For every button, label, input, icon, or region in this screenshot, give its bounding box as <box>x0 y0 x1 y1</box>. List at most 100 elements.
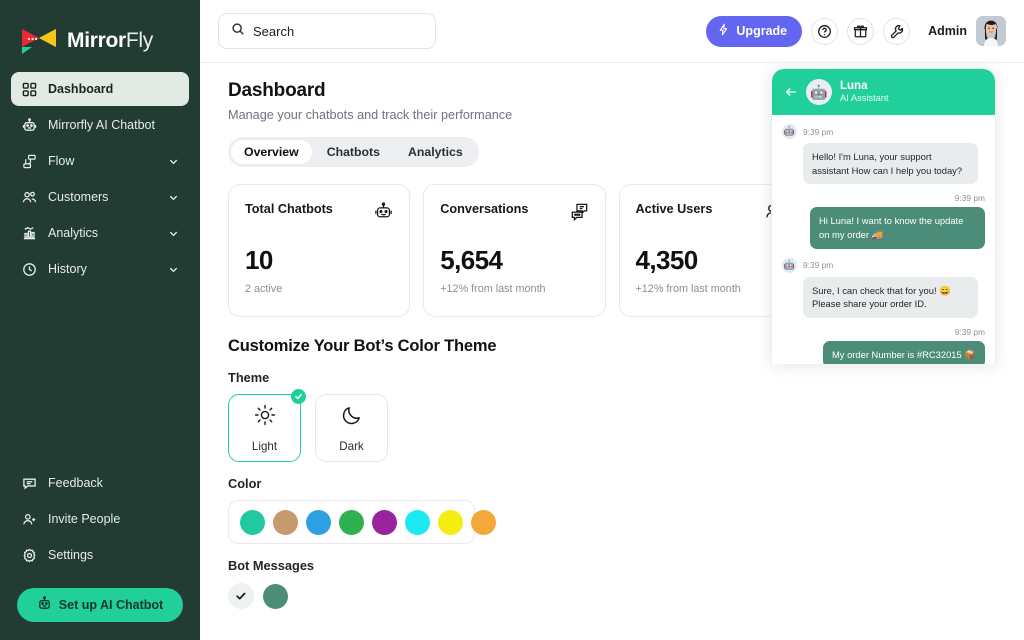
sidebar-item-settings[interactable]: Settings <box>11 538 189 572</box>
upgrade-button[interactable]: Upgrade <box>706 15 803 47</box>
theme-option-label: Dark <box>339 440 364 453</box>
stat-card-total-chatbots: Total Chatbots 10 2 active <box>228 184 411 317</box>
stat-card-active-users: Active Users 4,350 +12% from last month <box>618 184 801 317</box>
color-swatch-purple[interactable] <box>372 509 397 535</box>
tab-chatbots[interactable]: Chatbots <box>314 140 393 164</box>
color-swatch-cyan[interactable] <box>405 509 430 535</box>
stat-card-conversations: Conversations 5,654 +12% from last month <box>423 184 606 317</box>
color-swatch-yellow[interactable] <box>438 509 463 535</box>
brand-name-bold: Mirror <box>67 29 126 52</box>
admin-name: Admin <box>928 24 967 38</box>
sidebar-item-feedback[interactable]: Feedback <box>11 466 189 500</box>
sidebar-item-flow[interactable]: Flow <box>11 144 189 178</box>
color-swatch-orange[interactable] <box>471 509 496 535</box>
sidebar-item-mirrorfly-ai-chatbot[interactable]: Mirrorfly AI Chatbot <box>11 108 189 142</box>
brand-logo[interactable]: MirrorFly <box>0 0 200 62</box>
chat-preview-panel: 🤖 Luna AI Assistant 🤖 9:39 pm Hello! I'm… <box>771 68 996 364</box>
arrow-left-icon[interactable] <box>784 85 798 99</box>
color-swatch-list <box>228 500 496 544</box>
color-swatch-blue[interactable] <box>306 509 331 535</box>
chat-message-meta: 🤖 9:39 pm <box>782 124 985 139</box>
chat-message-meta: 🤖 9:39 pm <box>782 257 985 273</box>
wrench-icon[interactable] <box>883 17 911 45</box>
sidebar-nav: Dashboard Mirrorfly AI Chatbot <box>0 72 200 286</box>
sidebar-item-dashboard[interactable]: Dashboard <box>11 72 189 106</box>
main-area: Upgrade <box>200 0 1024 640</box>
sidebar-item-analytics[interactable]: Analytics <box>11 216 189 250</box>
sidebar-item-invite-people[interactable]: Invite People <box>11 502 189 536</box>
robot-icon <box>374 202 393 226</box>
stat-value: 4,350 <box>635 245 699 275</box>
chat-message-meta: 9:39 pm <box>782 193 985 203</box>
sidebar-item-label: Settings <box>48 548 94 562</box>
chat-message-bot: 🤖 9:39 pm Sure, I can check that for you… <box>782 257 985 318</box>
color-swatch-teal[interactable] <box>240 509 265 535</box>
page-content: Dashboard Manage your chatbots and track… <box>200 63 1024 640</box>
users-icon <box>21 189 37 205</box>
theme-option-dark[interactable]: Dark <box>315 394 388 462</box>
sidebar-item-label: Analytics <box>48 226 99 240</box>
stat-value: 10 <box>245 245 273 275</box>
page-title: Dashboard <box>228 80 326 101</box>
robot-avatar: 🤖 <box>806 79 832 105</box>
mirrorfly-butterfly-logo <box>20 27 58 55</box>
gift-icon[interactable] <box>847 17 875 45</box>
sidebar-item-label: Mirrorfly AI Chatbot <box>48 118 155 132</box>
help-icon[interactable] <box>811 17 839 45</box>
avatar[interactable] <box>976 16 1006 46</box>
chat-header-text: Luna AI Assistant <box>840 79 889 105</box>
bot-message-color-swatch[interactable] <box>263 583 288 609</box>
chat-bubble-row: My order Number is #RC32015 📦 <box>782 340 985 364</box>
gear-icon <box>21 547 37 563</box>
chat-bubble-text: Hi Luna! I want to know the update on my… <box>810 207 985 249</box>
color-label: Color <box>228 476 262 491</box>
search-box[interactable] <box>218 13 436 49</box>
lightning-bolt-icon <box>717 23 730 39</box>
chevron-down-icon <box>168 156 179 167</box>
chevron-down-icon <box>168 192 179 203</box>
sidebar-item-label: Customers <box>48 190 109 204</box>
stat-title: Total Chatbots <box>245 202 333 216</box>
bot-messages-options <box>228 583 996 609</box>
moon-icon <box>340 403 364 432</box>
chat-bubble-text: Sure, I can check that for you! 😄 Please… <box>803 276 978 318</box>
chat-bubble-row: Hi Luna! I want to know the update on my… <box>782 207 985 249</box>
color-swatch-tan[interactable] <box>273 509 298 535</box>
customize-section-title: Customize Your Bot’s Color Theme <box>228 337 497 355</box>
chat-message-time: 9:39 pm <box>954 326 985 337</box>
topbar: Upgrade <box>200 0 1024 63</box>
sidebar-item-customers[interactable]: Customers <box>11 180 189 214</box>
chat-message-user: 9:39 pm Hi Luna! I want to know the upda… <box>782 193 985 249</box>
chat-bubbles-icon <box>570 202 589 226</box>
brand-name: MirrorFly <box>67 29 153 53</box>
sidebar-item-label: Feedback <box>48 476 103 490</box>
chat-bubble-text: Hello! I'm Luna, your support assistant … <box>803 143 978 185</box>
chat-message-bot: 🤖 9:39 pm Hello! I'm Luna, your support … <box>782 124 985 185</box>
search-input[interactable] <box>253 23 423 39</box>
topbar-actions: Upgrade <box>706 15 1006 47</box>
sidebar-item-history[interactable]: History <box>11 252 189 286</box>
chat-bot-role: AI Assistant <box>840 93 889 104</box>
chat-message-user: 9:39 pm My order Number is #RC32015 📦 <box>782 327 985 364</box>
chat-bot-name: Luna <box>840 80 868 92</box>
setup-ai-chatbot-button[interactable]: Set up AI Chatbot <box>17 588 183 622</box>
color-swatch-green[interactable] <box>339 509 364 535</box>
chat-header: 🤖 Luna AI Assistant <box>772 69 995 115</box>
check-icon[interactable] <box>228 583 254 609</box>
sidebar-item-label: History <box>48 262 87 276</box>
tab-bar: Overview Chatbots Analytics <box>228 137 479 167</box>
chat-message-meta: 9:39 pm <box>782 327 985 337</box>
chat-bubble-text: My order Number is #RC32015 📦 <box>822 340 985 364</box>
chat-message-list: 🤖 9:39 pm Hello! I'm Luna, your support … <box>772 115 995 364</box>
tab-analytics[interactable]: Analytics <box>395 140 476 164</box>
stat-header: Active Users <box>636 202 784 226</box>
tab-overview[interactable]: Overview <box>231 140 312 164</box>
theme-option-light[interactable]: Light <box>228 389 306 462</box>
check-icon <box>291 389 306 404</box>
sidebar-spacer <box>0 286 200 466</box>
brand-name-light: Fly <box>125 29 153 52</box>
user-plus-icon <box>21 511 37 527</box>
robot-icon <box>21 117 37 133</box>
bot-messages-label: Bot Messages <box>228 558 315 573</box>
stat-header: Total Chatbots <box>245 202 393 226</box>
